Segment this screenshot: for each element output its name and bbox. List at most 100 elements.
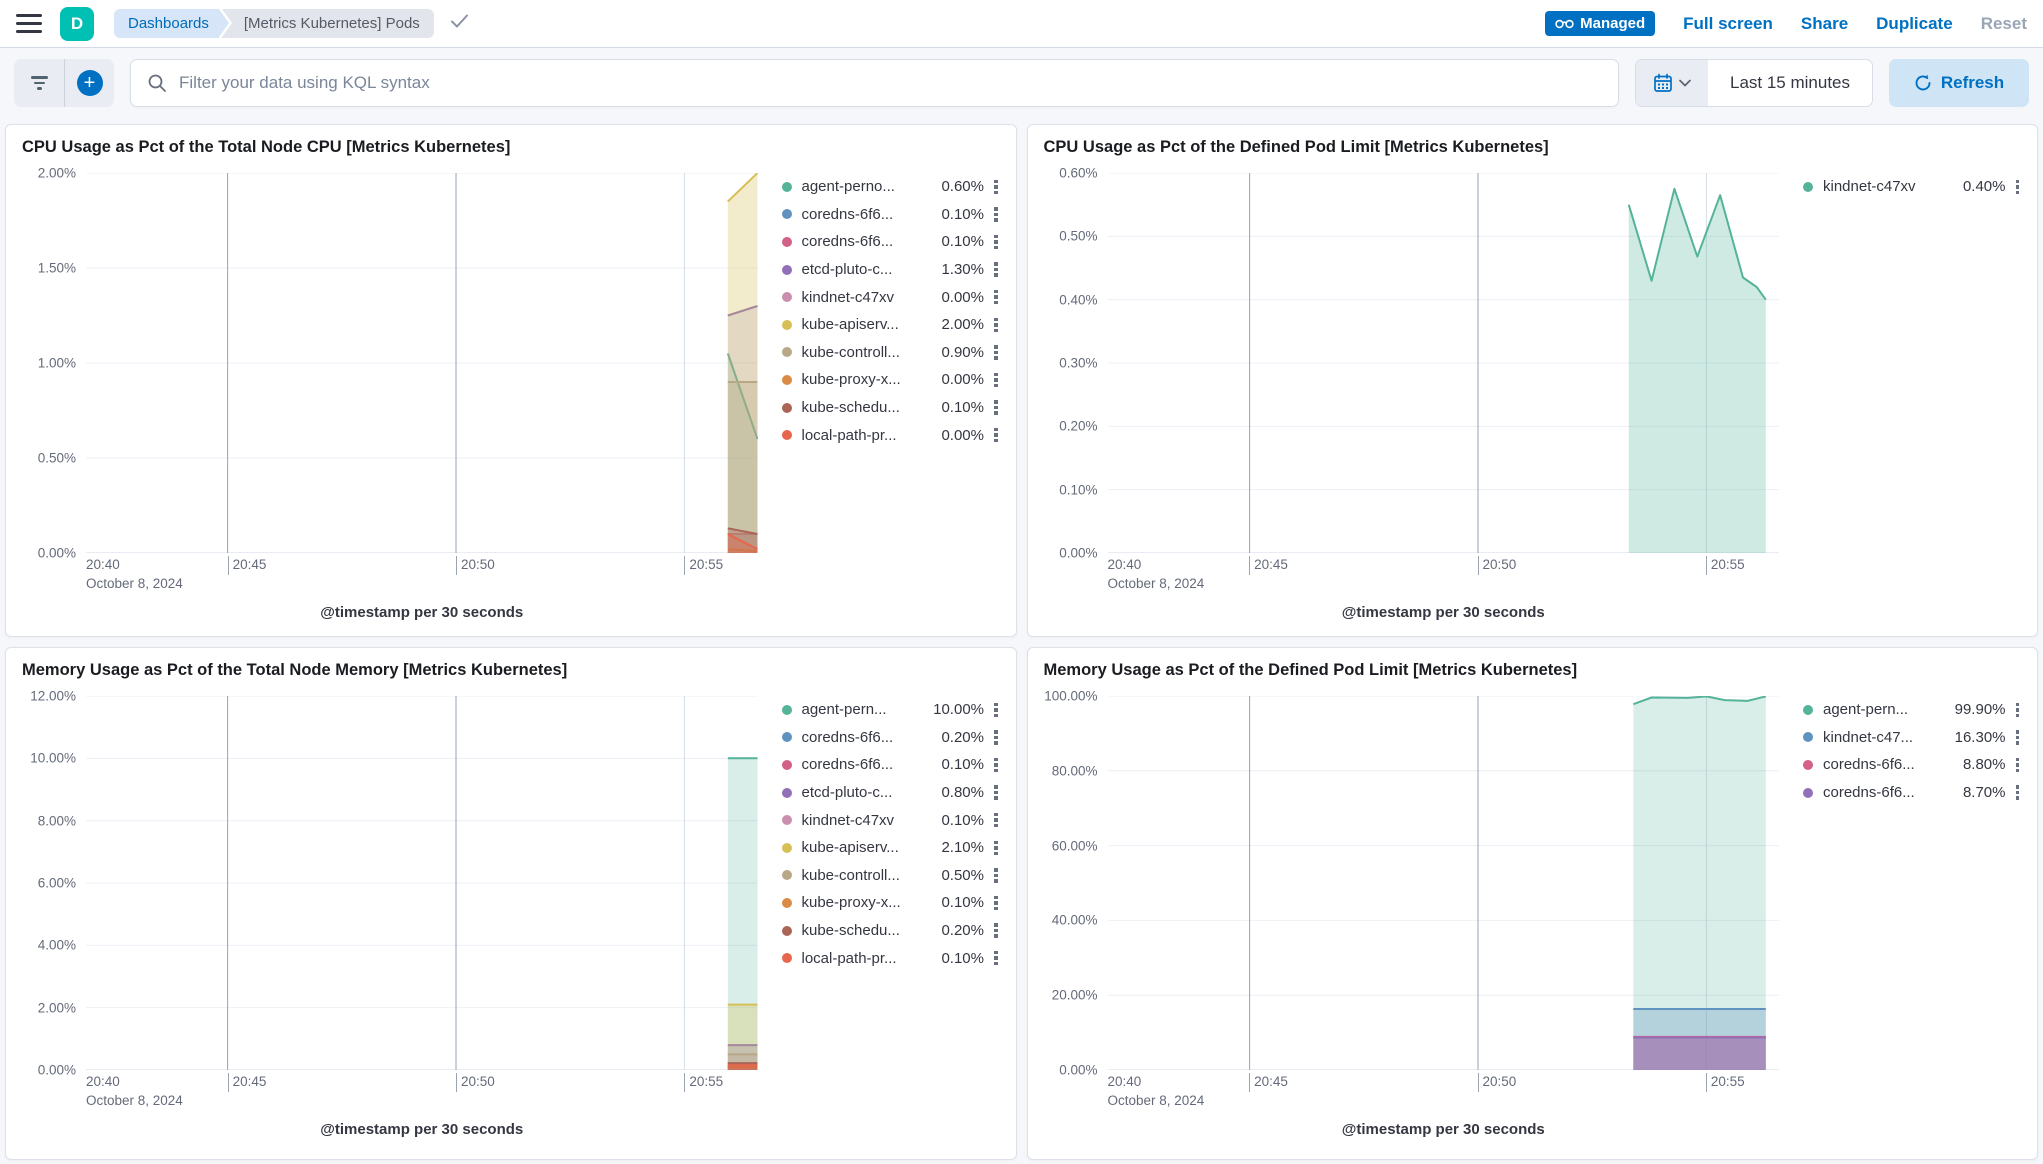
legend-item[interactable]: agent-pern... 99.90% <box>1803 696 2021 724</box>
legend-actions-icon[interactable] <box>992 894 1000 913</box>
legend-item[interactable]: local-path-pr... 0.00% <box>781 421 1000 449</box>
legend-item[interactable]: etcd-pluto-c... 1.30% <box>781 256 1000 284</box>
legend-series-value: 0.10% <box>941 205 984 223</box>
time-range-value[interactable]: Last 15 minutes <box>1729 73 1850 92</box>
panel-title[interactable]: CPU Usage as Pct of the Defined Pod Limi… <box>1043 138 1549 156</box>
legend-item[interactable]: local-path-pr... 0.10% <box>781 944 1000 972</box>
legend-series-label: kindnet-c47xv <box>801 811 895 829</box>
legend-series-value: 0.10% <box>941 399 984 417</box>
legend-actions-icon[interactable] <box>992 260 1000 279</box>
legend-item[interactable]: agent-pern... 10.00% <box>781 696 1000 724</box>
legend-item[interactable]: kube-schedu... 0.20% <box>781 917 1000 945</box>
y-tick-label: 0.00% <box>1059 545 1098 561</box>
breadcrumb-current-dashboard[interactable]: [Metrics Kubernetes] Pods <box>221 9 434 38</box>
legend-item[interactable]: kube-controll... 0.90% <box>781 339 1000 367</box>
legend-actions-icon[interactable] <box>992 371 1000 390</box>
legend-item[interactable]: coredns-6f6... 8.80% <box>1803 751 2021 779</box>
panel-memory-node-usage: Memory Usage as Pct of the Total Node Me… <box>5 647 1017 1160</box>
x-tick-label: 20:50 <box>456 1073 495 1092</box>
legend-item[interactable]: kube-controll... 0.50% <box>781 862 1000 890</box>
legend-series-label: kube-controll... <box>801 343 900 361</box>
quick-select-button[interactable] <box>1635 60 1708 106</box>
legend-actions-icon[interactable] <box>992 783 1000 802</box>
full-screen-button[interactable]: Full screen <box>1683 13 1773 33</box>
panel-title[interactable]: Memory Usage as Pct of the Defined Pod L… <box>1043 661 1578 679</box>
legend-item[interactable]: agent-perno... 0.60% <box>781 173 1000 201</box>
legend-item[interactable]: kindnet-c47xv 0.40% <box>1803 173 2021 201</box>
legend-series-label: kindnet-c47xv <box>1823 178 1916 196</box>
legend-item[interactable]: kindnet-c47xv 0.00% <box>781 283 1000 311</box>
legend-actions-icon[interactable] <box>992 921 1000 940</box>
legend-item[interactable]: kube-proxy-x... 0.00% <box>781 366 1000 394</box>
legend-actions-icon[interactable] <box>992 728 1000 747</box>
legend-actions-icon[interactable] <box>992 426 1000 445</box>
plot-area[interactable] <box>1108 173 1780 553</box>
legend-actions-icon[interactable] <box>992 343 1000 362</box>
filter-controls: + <box>14 59 114 107</box>
legend-series-dot <box>1803 732 1813 743</box>
legend-series-label: kube-controll... <box>801 866 900 884</box>
legend-item[interactable]: coredns-6f6... 0.10% <box>781 751 1000 779</box>
legend-actions-icon[interactable] <box>992 316 1000 335</box>
kql-search-input[interactable] <box>179 73 1602 93</box>
plot-area[interactable] <box>86 696 758 1070</box>
plot-area[interactable] <box>1108 696 1780 1070</box>
filter-menu-button[interactable] <box>14 59 64 107</box>
legend-actions-icon[interactable] <box>992 756 1000 775</box>
y-tick-label: 10.00% <box>30 750 76 766</box>
legend-actions-icon[interactable] <box>992 398 1000 417</box>
y-axis: 2.00% 1.50% 1.00% 0.50% 0.00% <box>22 166 86 561</box>
legend-series-dot <box>781 897 792 908</box>
add-filter-button[interactable]: + <box>64 59 114 107</box>
legend-item[interactable]: coredns-6f6... 0.10% <box>781 201 1000 229</box>
x-axis: 20:40 October 8, 2024 20:45 20:50 20:55 <box>86 1072 758 1118</box>
legend-item[interactable]: coredns-6f6... 0.20% <box>781 724 1000 752</box>
legend-actions-icon[interactable] <box>2014 756 2022 775</box>
legend-actions-icon[interactable] <box>2014 728 2022 747</box>
panel-title[interactable]: Memory Usage as Pct of the Total Node Me… <box>22 661 568 679</box>
legend-item[interactable]: kube-apiserv... 2.10% <box>781 834 1000 862</box>
legend-series-label: agent-pern... <box>801 701 887 719</box>
legend-actions-icon[interactable] <box>2014 701 2022 720</box>
legend-series-label: agent-pern... <box>1823 701 1909 719</box>
legend-actions-icon[interactable] <box>992 866 1000 885</box>
legend-item[interactable]: etcd-pluto-c... 0.80% <box>781 779 1000 807</box>
space-avatar[interactable]: D <box>60 6 94 41</box>
legend-actions-icon[interactable] <box>2014 783 2022 802</box>
legend-item[interactable]: kindnet-c47xv 0.10% <box>781 806 1000 834</box>
legend-series-label: etcd-pluto-c... <box>801 784 893 802</box>
legend-series-dot <box>1803 704 1813 715</box>
legend-item[interactable]: coredns-6f6... 0.10% <box>781 228 1000 256</box>
legend-actions-icon[interactable] <box>992 811 1000 830</box>
legend-actions-icon[interactable] <box>992 288 1000 307</box>
legend-item[interactable]: kindnet-c47... 16.30% <box>1803 724 2021 752</box>
breadcrumb-dashboards[interactable]: Dashboards <box>114 9 229 38</box>
legend-item[interactable]: kube-proxy-x... 0.10% <box>781 889 1000 917</box>
share-button[interactable]: Share <box>1800 13 1849 33</box>
y-tick-label: 8.00% <box>37 813 76 829</box>
x-axis: 20:40 October 8, 2024 20:45 20:50 20:55 <box>86 555 758 601</box>
reset-button[interactable]: Reset <box>1980 13 2027 33</box>
legend-actions-icon[interactable] <box>992 205 1000 224</box>
legend-item[interactable]: coredns-6f6... 8.70% <box>1803 779 2021 807</box>
panel-title[interactable]: CPU Usage as Pct of the Total Node CPU [… <box>22 138 511 156</box>
y-tick-label: 2.00% <box>37 165 76 181</box>
duplicate-button[interactable]: Duplicate <box>1876 13 1953 33</box>
refresh-button[interactable]: Refresh <box>1889 59 2029 107</box>
managed-badge[interactable]: Managed <box>1545 11 1656 36</box>
legend-series-label: kube-proxy-x... <box>801 371 901 389</box>
hamburger-menu-icon[interactable] <box>16 14 42 33</box>
kql-search-bar[interactable] <box>130 59 1619 107</box>
legend-actions-icon[interactable] <box>992 839 1000 858</box>
plot-area[interactable] <box>86 173 758 553</box>
legend-actions-icon[interactable] <box>2014 178 2022 197</box>
y-tick-label: 0.00% <box>1059 1062 1098 1078</box>
legend-actions-icon[interactable] <box>992 949 1000 968</box>
legend-item[interactable]: kube-schedu... 0.10% <box>781 394 1000 422</box>
legend-actions-icon[interactable] <box>992 701 1000 720</box>
legend-series-dot <box>781 732 792 743</box>
legend-series-dot <box>1803 759 1813 770</box>
legend-actions-icon[interactable] <box>992 178 1000 197</box>
legend-actions-icon[interactable] <box>992 233 1000 252</box>
legend-item[interactable]: kube-apiserv... 2.00% <box>781 311 1000 339</box>
